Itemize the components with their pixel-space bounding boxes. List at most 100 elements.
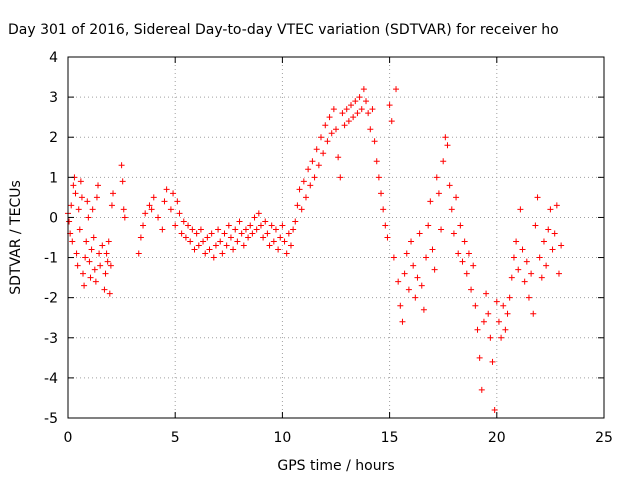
data-point [448, 206, 455, 213]
data-point [500, 302, 507, 309]
chart-title: Day 301 of 2016, Sidereal Day-to-day VTE… [8, 22, 559, 38]
data-point [204, 234, 211, 241]
data-point [89, 206, 96, 213]
data-point [208, 230, 215, 237]
data-point [193, 230, 200, 237]
data-point [457, 222, 464, 229]
data-point [545, 226, 552, 233]
data-point [72, 190, 79, 197]
data-point [294, 202, 301, 209]
data-point [438, 226, 445, 233]
data-point [483, 290, 490, 297]
data-point [221, 230, 228, 237]
y-tick-label: -2 [44, 291, 58, 307]
data-point [315, 162, 322, 169]
data-point [311, 174, 318, 181]
data-point [159, 226, 166, 233]
data-point [185, 222, 192, 229]
data-point [455, 250, 462, 257]
data-point [508, 274, 515, 281]
grid-lines [68, 57, 604, 418]
data-point [328, 130, 335, 137]
data-point [397, 302, 404, 309]
data-point [163, 186, 170, 193]
y-tick-labels: -5 -4 -3 -2 -1 0 1 2 3 4 [44, 50, 58, 427]
data-point [279, 222, 286, 229]
y-tick-label: 4 [49, 50, 58, 66]
data-point [412, 294, 419, 301]
data-point [388, 118, 395, 125]
data-point [495, 318, 502, 325]
data-point [68, 202, 75, 209]
data-point [420, 306, 427, 313]
data-point [103, 250, 110, 257]
data-point [414, 274, 421, 281]
data-point [317, 134, 324, 141]
data-point [433, 174, 440, 181]
data-point [425, 222, 432, 229]
data-point [320, 150, 327, 157]
data-point [87, 274, 94, 281]
data-point [91, 266, 98, 273]
data-point [543, 262, 550, 269]
data-point [313, 146, 320, 153]
data-point [78, 194, 85, 201]
data-point [341, 122, 348, 129]
data-point [395, 278, 402, 285]
data-point [88, 246, 95, 253]
data-point [485, 310, 492, 317]
data-point [161, 198, 168, 205]
data-point [343, 106, 350, 113]
data-point [217, 238, 224, 245]
data-point [519, 246, 526, 253]
data-point [339, 110, 346, 117]
data-point [236, 218, 243, 225]
data-point [285, 230, 292, 237]
data-point [399, 318, 406, 325]
data-point [382, 222, 389, 229]
data-point [373, 158, 380, 165]
data-point [69, 238, 76, 245]
y-tick-label: -3 [44, 331, 58, 347]
data-point [403, 250, 410, 257]
data-point [92, 278, 99, 285]
data-point [146, 202, 153, 209]
data-point [350, 114, 357, 121]
data-point [232, 226, 239, 233]
data-point [528, 270, 535, 277]
data-point [96, 250, 103, 257]
data-point [219, 250, 226, 257]
data-point [197, 226, 204, 233]
y-tick-label: -1 [44, 251, 58, 267]
data-point [513, 238, 520, 245]
data-point [309, 158, 316, 165]
data-point [99, 242, 106, 249]
data-point [510, 254, 517, 261]
data-point [525, 294, 532, 301]
data-point [523, 258, 530, 265]
data-point [371, 138, 378, 145]
y-tick-label: 0 [49, 210, 58, 226]
x-axis-label: GPS time / hours [277, 458, 394, 474]
data-point [107, 262, 114, 269]
data-point [95, 182, 102, 189]
data-point [540, 238, 547, 245]
data-point [365, 110, 372, 117]
y-tick-label: 2 [49, 130, 58, 146]
data-point [119, 178, 126, 185]
data-point [247, 222, 254, 229]
data-point [200, 238, 207, 245]
x-tick-label: 0 [64, 430, 73, 446]
data-point [240, 242, 247, 249]
data-point [264, 230, 271, 237]
data-point [137, 234, 144, 241]
data-point [367, 126, 374, 133]
data-point [234, 238, 241, 245]
data-point [453, 194, 460, 201]
x-tick-label: 20 [488, 430, 506, 446]
data-point [118, 162, 125, 169]
data-point [551, 230, 558, 237]
data-point [553, 202, 560, 209]
data-point [298, 206, 305, 213]
y-tick-label: -4 [44, 371, 58, 387]
